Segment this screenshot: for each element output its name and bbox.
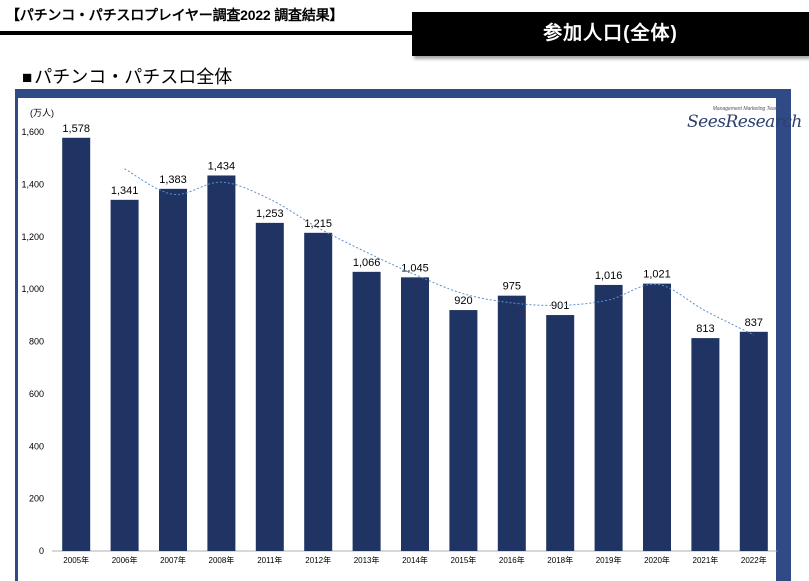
bar-value-label: 1,578 bbox=[62, 123, 90, 135]
logo-wordmark: SeesResearch bbox=[687, 112, 802, 132]
x-tick-label: 2012年 bbox=[305, 555, 331, 565]
trend-line bbox=[124, 168, 755, 336]
x-tick-label: 2019年 bbox=[596, 555, 622, 565]
bar-value-label: 1,253 bbox=[256, 208, 284, 220]
bar bbox=[401, 277, 429, 551]
bar-value-label: 1,016 bbox=[595, 270, 623, 282]
section-badge: 参加人口(全体) bbox=[412, 12, 809, 56]
x-tick-label: 2006年 bbox=[112, 555, 138, 565]
y-tick-label: 600 bbox=[29, 389, 44, 399]
x-tick-label: 2008年 bbox=[209, 555, 235, 565]
bar bbox=[62, 137, 91, 552]
y-tick-label: 200 bbox=[29, 494, 44, 504]
x-tick-label: 2015年 bbox=[451, 555, 477, 565]
y-tick-label: 1,400 bbox=[21, 179, 44, 189]
bar-value-label: 920 bbox=[454, 295, 472, 307]
bar bbox=[497, 295, 526, 551]
x-tick-label: 2013年 bbox=[354, 555, 380, 565]
x-tick-label: 2021年 bbox=[693, 555, 719, 565]
chart-heading-text: パチンコ・パチスロ全体 bbox=[34, 67, 233, 87]
bar bbox=[110, 199, 139, 551]
x-tick-label: 2016年 bbox=[499, 555, 525, 565]
bar bbox=[449, 310, 478, 551]
bar-value-label: 1,066 bbox=[353, 257, 381, 269]
bar-value-label: 1,045 bbox=[401, 262, 429, 274]
x-tick-label: 2022年 bbox=[741, 555, 767, 565]
y-tick-label: 400 bbox=[29, 441, 44, 451]
y-tick-label: 0 bbox=[39, 546, 44, 556]
x-tick-label: 2007年 bbox=[160, 555, 186, 565]
bar bbox=[739, 331, 768, 551]
bar bbox=[352, 271, 381, 551]
bar-value-label: 1,021 bbox=[643, 269, 671, 281]
chart-heading: ■ パチンコ・パチスロ全体 bbox=[22, 63, 232, 89]
bar-value-label: 1,383 bbox=[159, 174, 187, 186]
bar bbox=[594, 284, 623, 551]
x-tick-label: 2005年 bbox=[63, 555, 89, 565]
y-axis-unit: (万人) bbox=[30, 108, 54, 118]
bar bbox=[643, 283, 671, 551]
x-tick-label: 2014年 bbox=[402, 555, 428, 565]
square-bullet: ■ bbox=[22, 68, 33, 87]
logo-tagline: Management Marketing Team bbox=[712, 106, 779, 112]
x-tick-label: 2020年 bbox=[644, 555, 670, 565]
bar bbox=[159, 188, 187, 551]
report-title: 【パチンコ・パチスロプレイヤー調査2022 調査結果】 bbox=[6, 7, 344, 23]
bar-value-label: 975 bbox=[503, 281, 521, 293]
x-tick-label: 2018年 bbox=[547, 555, 573, 565]
bar bbox=[691, 338, 720, 551]
bar bbox=[546, 315, 575, 551]
sees-research-logo: Management Marketing Team SeesResearch bbox=[687, 106, 802, 136]
bar bbox=[255, 222, 284, 552]
bar-value-label: 837 bbox=[745, 317, 763, 329]
bar-value-label: 1,434 bbox=[208, 160, 236, 172]
y-tick-label: 1,200 bbox=[21, 232, 44, 242]
bar-value-label: 1,341 bbox=[111, 185, 139, 197]
bar bbox=[304, 232, 333, 551]
bar-value-label: 813 bbox=[696, 323, 714, 335]
y-tick-label: 1,600 bbox=[21, 127, 44, 137]
y-tick-label: 800 bbox=[29, 337, 44, 347]
title-underline bbox=[0, 31, 425, 35]
bar-value-label: 1,215 bbox=[304, 218, 332, 230]
bar bbox=[207, 175, 236, 551]
y-tick-label: 1,000 bbox=[21, 284, 44, 294]
bar-value-label: 901 bbox=[551, 300, 569, 312]
x-tick-label: 2011年 bbox=[257, 555, 282, 565]
